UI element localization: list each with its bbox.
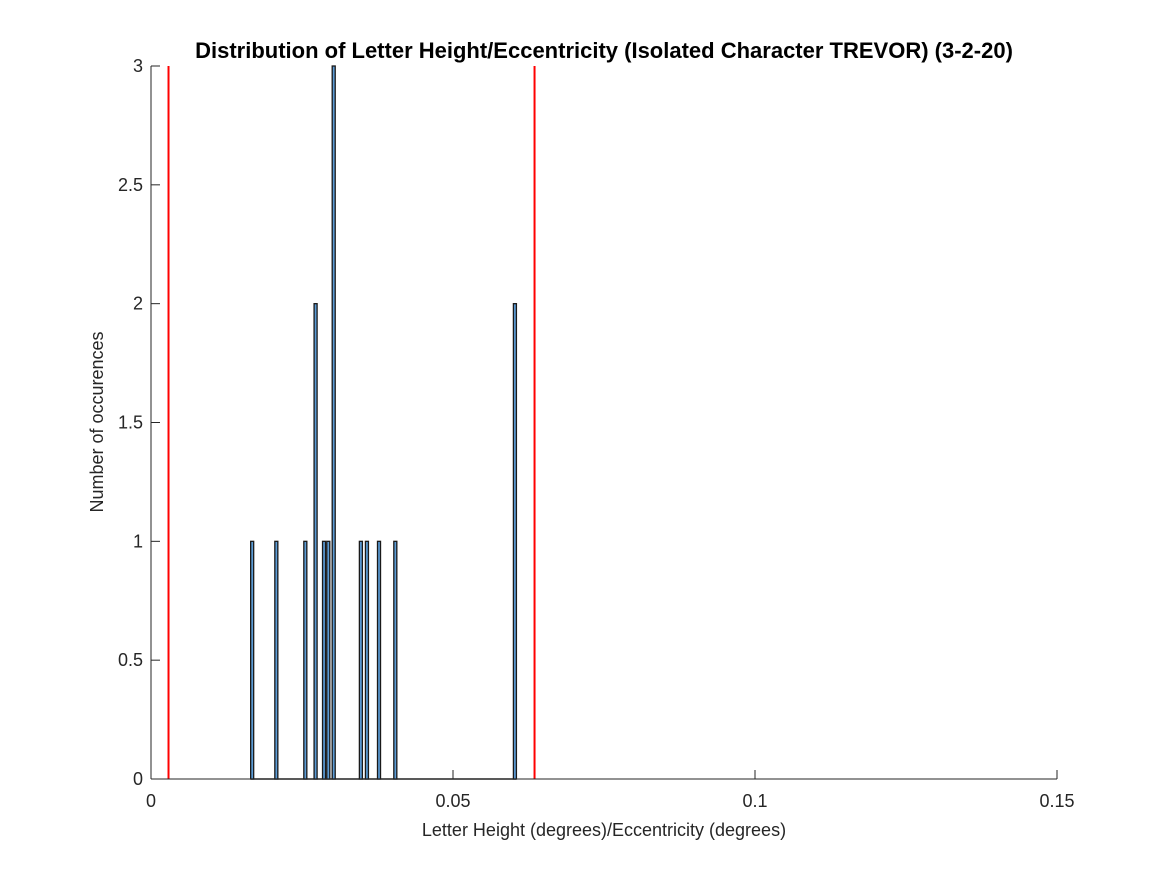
plot-area: 0 0.05 0.1 0.15 0 0.5 1 1.5 2 2.5 3 [118,56,1075,811]
histogram-bar [250,540,255,780]
x-tick-label: 0.05 [435,791,470,811]
histogram-bar [321,540,327,780]
y-tick-label: 3 [133,56,143,76]
x-axis-label: Letter Height (degrees)/Eccentricity (de… [422,820,786,840]
x-tick-label: 0.1 [742,791,767,811]
histogram-bar [313,303,318,780]
histogram-bar [303,540,308,780]
histogram-bar [274,540,279,780]
y-tick-label: 1.5 [118,413,143,433]
y-axis-label: Number of occurences [87,331,107,512]
x-tick-label: 0.15 [1039,791,1074,811]
y-tick-label: 1 [133,531,143,551]
histogram-bar [512,303,518,780]
histogram-bar [326,540,331,780]
histogram-bar [393,540,398,780]
chart-title: Distribution of Letter Height/Eccentrici… [195,38,1013,63]
y-tick-label: 0 [133,769,143,789]
histogram-bar [364,540,370,780]
histogram-bar [331,65,336,780]
y-tick-label: 0.5 [118,650,143,670]
y-tick-label: 2.5 [118,175,143,195]
y-tick-label: 2 [133,294,143,314]
histogram-bar [376,540,382,780]
histogram-bar [358,540,364,780]
x-tick-label: 0 [146,791,156,811]
